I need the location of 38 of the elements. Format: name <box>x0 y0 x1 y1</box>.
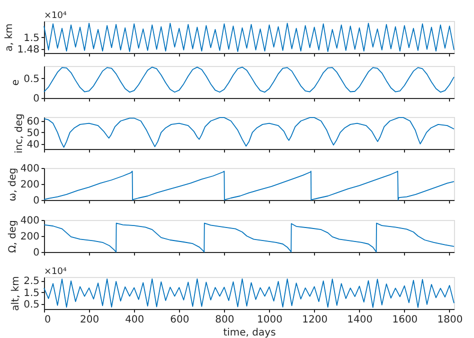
x-tick-label: 400 <box>125 314 144 326</box>
line-series <box>44 66 454 93</box>
y-tick-label: 0 <box>33 94 40 104</box>
y-tick-label: 0 <box>33 248 40 258</box>
y-tick-label: 0.5 <box>24 74 40 85</box>
y-tick-label: 400 <box>20 164 40 174</box>
y-axis-title: inc, deg <box>14 114 25 154</box>
x-axis-title: time, days <box>223 328 276 338</box>
y-axis-title: ω, deg <box>7 168 18 202</box>
y-tick-label: 200 <box>20 180 40 190</box>
y-tick-label: 0 <box>33 196 40 206</box>
text: ×10⁴ <box>44 267 67 277</box>
y-tick-label: 1.48 <box>17 44 40 56</box>
y-tick-label: 1.5 <box>24 32 40 44</box>
x-tick-label: 200 <box>80 314 100 326</box>
x-tick-label: 800 <box>215 314 234 326</box>
y-tick-label: 60 <box>26 116 40 128</box>
line-series <box>44 170 454 200</box>
y-tick-label: 1.5 <box>24 288 40 299</box>
y-tick-label: 400 <box>20 216 40 226</box>
x-tick-label: 1400 <box>347 314 373 326</box>
x-tick-label: 1000 <box>257 314 282 326</box>
y-axis-title: a, km <box>4 23 16 52</box>
x-tick-label: 0 <box>44 314 51 326</box>
y-axis-title: alt, km <box>10 276 22 311</box>
y-tick-label: 50 <box>26 128 40 139</box>
x-tick-label: 600 <box>170 314 190 326</box>
y-axis-title: Ω, deg <box>7 220 18 253</box>
y-tick-label: 2.5 <box>24 276 40 288</box>
y-tick-label: 200 <box>20 232 40 242</box>
line-series <box>44 222 454 252</box>
y-tick-label: 0.5 <box>24 300 40 311</box>
x-tick-label: 1800 <box>437 314 463 326</box>
y-tick-label: 40 <box>26 139 40 150</box>
x-tick-label: 1200 <box>302 314 328 326</box>
y-axis-title: e <box>10 79 22 86</box>
annotation: ×10⁴ <box>44 11 67 21</box>
x-tick-label: 1600 <box>392 314 418 326</box>
